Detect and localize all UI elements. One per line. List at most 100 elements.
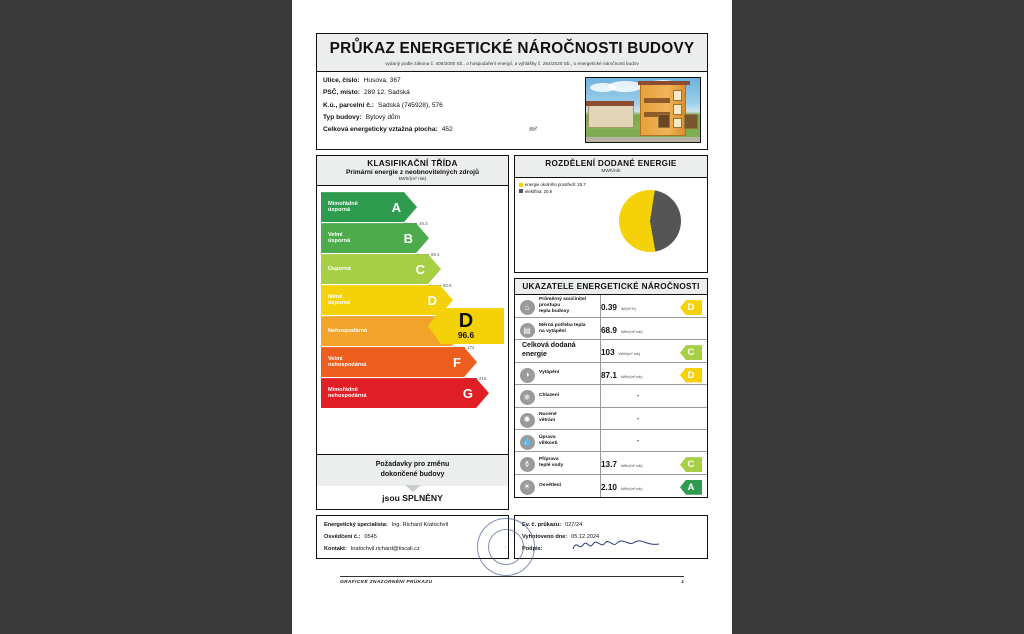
class-band-letter: D	[427, 292, 437, 308]
indicators-table: ⌂ Průměrný součinitel prostupu tepla budov…	[515, 295, 707, 497]
house-heat-icon: ⌂	[515, 295, 539, 319]
identification-value: 289 12, Sadská	[364, 89, 410, 97]
classification-result-badge: D 96.6	[428, 308, 504, 345]
certificate-row-value: 027/24	[565, 522, 583, 529]
class-band-f: Velmi nehospodárná F 216	[321, 347, 504, 381]
identification-label: PSČ, místo:	[323, 89, 361, 97]
indicator-row: ◑ Vytápění 87.1 kWh/(m²·rok) D	[515, 362, 707, 386]
indicator-unit: kWh/(m²·rok)	[620, 374, 643, 379]
cooling-icon: ❄	[515, 384, 539, 408]
class-band-c: Úsporná C 92.6	[321, 254, 504, 288]
class-band-arrow: Méně úsporná D	[321, 285, 453, 315]
class-band-name: Velmi nehospodárná	[328, 355, 367, 369]
signature-graphic	[572, 540, 660, 550]
class-band-letter: G	[462, 385, 473, 401]
indicator-value: 0.39	[601, 303, 617, 313]
class-band-letter: C	[415, 261, 425, 277]
indicator-class-cell: A	[675, 474, 707, 496]
specialist-row-label: Osvědčení č.:	[324, 534, 361, 541]
document-header: PRŮKAZ ENERGETICKÉ NÁROČNOSTI BUDOVY vyd…	[316, 33, 708, 73]
page-number: 1	[681, 580, 684, 585]
specialist-row: Osvědčení č.: 0545	[324, 534, 501, 540]
indicator-value-cell: 103 kWh/(m²·rok)	[600, 339, 675, 363]
specialist-row: Energetický specialista: Ing. Richard Kra…	[324, 522, 501, 528]
pie-graphic	[619, 190, 681, 253]
indicator-row: ☀ Osvětlení 2.10 kWh/(m²·rok) A	[515, 474, 707, 497]
indicator-unit: kWh/(m²·rok)	[618, 352, 641, 357]
identification-value: Sadská (745928), 576	[377, 101, 443, 109]
indicator-row: ❄ Chlazení -	[515, 384, 707, 408]
indicator-class-cell	[675, 429, 707, 453]
class-band-g: Mimořádně nehospodárná G	[321, 378, 504, 408]
class-band-name: Velmi úsporná	[328, 231, 351, 245]
requirements-title-line1: Požadavky pro změnu	[375, 461, 450, 469]
header-subtitle: vydaný podle zákona č. 406/2000 Sb., o h…	[385, 61, 639, 67]
humidity-icon-glyph: 💧	[519, 434, 535, 450]
requirements-title: Požadavky pro změnu dokončené budovy	[317, 455, 508, 487]
indicator-value: -	[636, 436, 640, 446]
indicator-row: 💧 Úprava vlhkosti -	[515, 429, 707, 453]
specialist-row-value: Ing. Richard Kratochvíl	[391, 522, 449, 529]
result-value: 96.6	[457, 330, 475, 341]
right-column: ROZDĚLENÍ DODANÉ ENERGIE MWh/rok energie…	[514, 155, 708, 510]
indicator-value-cell: 0.39 W/(m²·K)	[600, 295, 675, 319]
fan-icon-glyph: ✺	[519, 412, 535, 428]
indicator-row: ✺ Nucené větrání -	[515, 407, 707, 431]
class-band-arrow: Mimořádně úsporná A	[321, 192, 417, 222]
indicator-name: Vytápění	[539, 362, 601, 386]
identification-label: Ulice, číslo:	[323, 77, 360, 85]
energy-split-panel: ROZDĚLENÍ DODANÉ ENERGIE MWh/rok energie…	[514, 155, 708, 274]
indicator-value-cell: -	[600, 384, 675, 408]
class-band-a: Mimořádně úsporná A 46.3	[321, 192, 504, 226]
specialist-row-value: kratochvil.richard@tiscali.cz	[350, 546, 420, 553]
indicator-class-cell: D	[675, 362, 707, 386]
indicator-value: 13.7	[601, 460, 617, 470]
classification-unit: kWh/(m² rok)	[398, 177, 427, 183]
left-column: KLASIFIKAČNÍ TŘÍDA Primární energie z ne…	[316, 155, 509, 511]
pie-legend-item: elektřina: 20.8	[519, 189, 703, 195]
identification-row: PSČ, místo: 289 12, Sadská	[323, 89, 581, 96]
identification-value: Husova, 367	[363, 77, 401, 85]
indicators-header: UKAZATELE ENERGETICKÉ NÁROČNOSTI	[515, 279, 707, 296]
certificate-row-label: Ev. č. průkazu:	[522, 522, 562, 529]
classification-title: KLASIFIKAČNÍ TŘÍDA	[367, 159, 458, 169]
class-band-d: MéněúspornáD133	[321, 285, 504, 319]
indicator-name: Chlazení	[539, 384, 601, 408]
classification-scale: Mimořádně úsporná A 46.3 Velmi úsporná B 69.4 Ús…	[317, 186, 508, 454]
lighting-icon: ☀	[515, 474, 539, 496]
indicator-value-cell: -	[600, 429, 675, 453]
indicator-row: ⚱ Příprava teplé vody 13.7 kWh/(m²·rok) C	[515, 451, 707, 475]
identification-row: Typ budovy: Bytový dům	[323, 114, 581, 121]
class-band-letter: B	[403, 230, 413, 246]
requirements-title-line2: dokončené budovy	[380, 470, 445, 478]
indicator-class-badge: D	[680, 367, 702, 383]
requirements-box: Požadavky pro změnu dokončené budovy jso…	[316, 455, 509, 511]
indicator-value-cell: 2.10 kWh/(m²·rok)	[600, 474, 675, 497]
specialist-box: Energetický specialista: Ing. Richard Kra…	[316, 515, 509, 560]
official-stamp-icon: ✦	[477, 518, 535, 577]
indicator-name: Průměrný součinitel prostupu tepla budovy	[539, 295, 601, 319]
page-footer: GRAFICKÉ ZNÁZORNĚNÍ PRŮKAZU 1	[340, 576, 684, 585]
indicator-class-badge: C	[680, 457, 702, 473]
indicator-value: -	[636, 391, 640, 401]
identification-value: 452	[441, 125, 453, 133]
class-band-letter: A	[391, 199, 401, 215]
class-band-name: Méně úsporná	[328, 293, 351, 307]
classification-subtitle: Primární energie z neobnovitelných zdroj…	[346, 169, 479, 177]
pie-legend: energie okolního prostředí: 25.7 elektřin…	[519, 182, 703, 195]
heating-icon-glyph: ◑	[519, 367, 535, 383]
specialist-row-label: Kontakt:	[324, 546, 347, 553]
specialist-row-label: Energetický specialista:	[324, 522, 388, 529]
class-band-name: Mimořádně úsporná	[328, 200, 358, 214]
energy-split-header: ROZDĚLENÍ DODANÉ ENERGIE MWh/rok	[515, 156, 707, 179]
class-band-arrow: Úsporná C	[321, 254, 441, 284]
page-footer-label: GRAFICKÉ ZNÁZORNĚNÍ PRŮKAZU	[340, 580, 433, 585]
indicators-title: UKAZATELE ENERGETICKÉ NÁROČNOSTI	[522, 282, 700, 292]
indicator-value: 103	[601, 348, 615, 358]
fan-icon: ✺	[515, 407, 539, 431]
indicator-class-badge: A	[680, 479, 702, 495]
indicator-value-cell: 87.1 kWh/(m²·rok)	[600, 362, 675, 386]
indicator-value-cell: -	[600, 407, 675, 431]
indicators-panel: UKAZATELE ENERGETICKÉ NÁROČNOSTI ⌂ Průměr…	[514, 278, 708, 498]
certificate-row-label: Vyhotoveno dne:	[522, 534, 568, 541]
